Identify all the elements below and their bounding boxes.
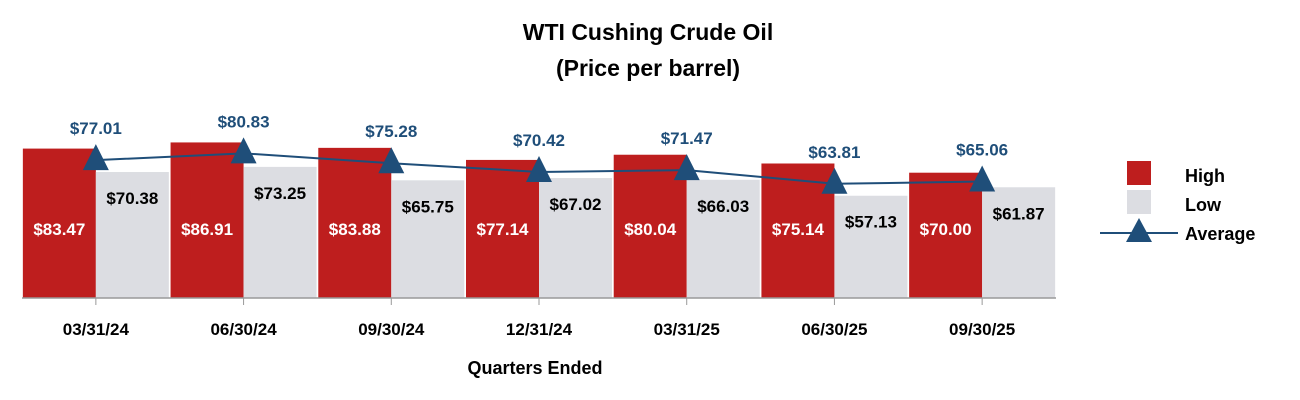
average-marker: [821, 167, 848, 194]
bar-high: [466, 159, 539, 298]
data-label-average: $65.06: [956, 141, 1008, 160]
bars-layer: $83.47 $70.38 $86.91 $73.25 $83.88 $65.75 $77.…: [22, 142, 1056, 298]
x-tick-label: 12/31/24: [506, 320, 573, 339]
legend-swatch-low: [1127, 190, 1151, 214]
chart-title: WTI Cushing Crude Oil: [523, 19, 773, 45]
data-label-average: $80.83: [218, 112, 270, 131]
average-marker: [230, 137, 257, 164]
data-label-low: $65.75: [402, 197, 454, 216]
data-label-average: $70.42: [513, 131, 565, 150]
data-label-high: $75.14: [772, 220, 825, 239]
average-marker: [673, 154, 700, 181]
data-label-high: $83.47: [33, 220, 85, 239]
data-label-low: $73.25: [254, 184, 306, 203]
legend-swatch-high: [1127, 161, 1151, 185]
bar-low: [391, 180, 465, 298]
bar-high: [909, 172, 983, 298]
average-marker: [82, 144, 109, 171]
data-label-average: $75.28: [365, 122, 417, 141]
legend-label-high: High: [1185, 166, 1225, 186]
data-label-low: $70.38: [106, 189, 158, 208]
bar-high: [22, 148, 96, 298]
chart-subtitle: (Price per barrel): [556, 55, 740, 81]
bar-low: [686, 179, 760, 298]
legend-label-average: Average: [1185, 224, 1255, 244]
bar-low: [95, 172, 169, 298]
data-label-average: $63.81: [808, 143, 860, 162]
average-marker: [378, 147, 405, 174]
bar-high: [761, 163, 835, 298]
data-label-average: $71.47: [661, 129, 713, 148]
bar-low: [834, 195, 908, 298]
data-label-high: $83.88: [329, 220, 381, 239]
x-tick-label: 03/31/25: [654, 320, 720, 339]
bar-low: [243, 166, 317, 298]
data-label-low: $67.02: [550, 195, 602, 214]
bar-low: [982, 187, 1056, 298]
data-label-high: $80.04: [624, 220, 677, 239]
average-marker: [526, 155, 552, 182]
legend-marker-average: [1126, 218, 1152, 242]
average-line-layer: $77.01 $80.83 $75.28 $70.42 $71.47 $63.81 $65.…: [70, 112, 1008, 194]
bar-high: [170, 142, 244, 298]
average-marker: [969, 165, 996, 192]
legend-label-low: Low: [1185, 195, 1222, 215]
data-label-high: $86.91: [181, 220, 233, 239]
x-axis: 03/31/24 06/30/24 09/30/24 12/31/24 03/31/25…: [22, 297, 1056, 339]
x-tick-label: 06/30/25: [801, 320, 867, 339]
x-tick-label: 09/30/25: [949, 320, 1015, 339]
x-tick-label: 03/31/24: [63, 320, 130, 339]
data-label-low: $61.87: [993, 204, 1045, 223]
x-axis-label: Quarters Ended: [467, 358, 602, 378]
data-label-high: $70.00: [920, 220, 972, 239]
data-label-low: $57.13: [845, 213, 897, 232]
x-tick-label: 09/30/24: [358, 320, 425, 339]
x-tick-label: 06/30/24: [210, 320, 277, 339]
data-label-average: $77.01: [70, 119, 122, 138]
data-label-low: $66.03: [697, 197, 749, 216]
bar-low: [539, 178, 612, 298]
data-label-high: $77.14: [477, 220, 530, 239]
legend: High Low Average: [1100, 161, 1255, 244]
